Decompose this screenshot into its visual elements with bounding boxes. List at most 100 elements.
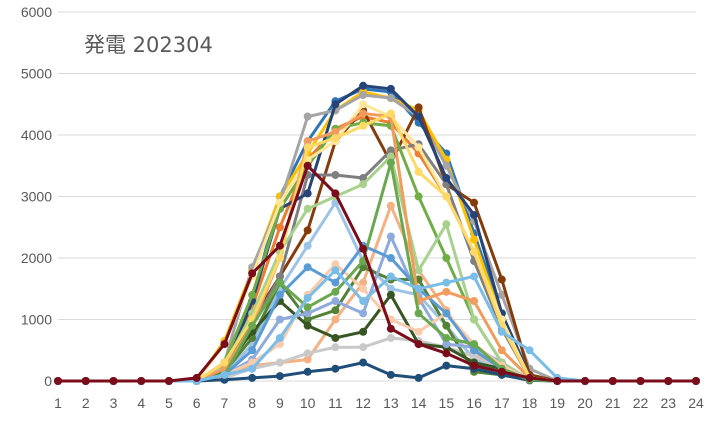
data-point — [248, 346, 257, 355]
x-tick-label: 22 — [633, 395, 649, 411]
data-point — [442, 220, 451, 229]
y-tick-label: 2000 — [21, 250, 52, 266]
x-tick-label: 17 — [494, 395, 510, 411]
data-point — [442, 349, 451, 358]
data-point — [331, 266, 340, 275]
data-point — [331, 287, 340, 296]
data-point — [359, 309, 368, 318]
data-point — [359, 81, 368, 90]
data-point — [470, 346, 479, 355]
x-tick-label: 16 — [466, 395, 482, 411]
data-point — [497, 327, 506, 336]
x-tick-label: 4 — [137, 395, 145, 411]
data-point — [497, 290, 506, 299]
data-point — [275, 278, 284, 287]
data-point — [164, 377, 173, 385]
data-point — [386, 370, 395, 379]
x-tick-label: 2 — [82, 395, 90, 411]
data-point — [81, 377, 90, 385]
data-point — [525, 373, 534, 382]
data-point — [470, 315, 479, 324]
data-point — [303, 161, 312, 170]
data-point — [386, 84, 395, 93]
data-point — [442, 287, 451, 296]
data-point — [275, 272, 284, 281]
data-point — [386, 232, 395, 241]
data-point — [386, 94, 395, 103]
data-point — [109, 377, 118, 385]
y-tick-label: 3000 — [21, 189, 52, 205]
data-point — [303, 137, 312, 146]
x-tick-label: 20 — [577, 395, 593, 411]
data-point — [442, 254, 451, 262]
x-tick-label: 6 — [193, 395, 201, 411]
data-point — [303, 263, 312, 272]
data-point — [359, 91, 368, 100]
x-tick-label: 9 — [276, 395, 284, 411]
x-tick-label: 19 — [550, 395, 566, 411]
data-point — [442, 309, 451, 318]
data-point — [664, 377, 673, 385]
data-point — [275, 333, 284, 342]
data-point — [331, 297, 340, 306]
data-point — [331, 134, 340, 143]
data-point — [386, 201, 395, 210]
y-axis-ticks: 0 1000 2000 3000 4000 5000 6000 — [21, 4, 52, 389]
data-point — [636, 377, 645, 385]
data-point — [303, 204, 312, 213]
data-point — [386, 333, 395, 342]
data-point — [303, 315, 312, 324]
data-point — [248, 321, 257, 330]
data-point — [359, 121, 368, 130]
data-point — [386, 290, 395, 299]
data-point — [275, 372, 284, 381]
data-point — [192, 373, 201, 382]
data-point — [54, 377, 62, 385]
y-tick-label: 6000 — [21, 4, 52, 20]
series-layer — [54, 81, 700, 385]
data-point — [386, 146, 395, 155]
data-point — [359, 100, 368, 109]
data-point — [331, 333, 340, 342]
data-point — [470, 352, 479, 361]
series-line — [56, 164, 698, 383]
x-tick-label: 12 — [355, 395, 371, 411]
x-tick-label: 3 — [110, 395, 118, 411]
data-point — [331, 127, 340, 136]
data-point — [692, 377, 700, 385]
data-point — [470, 210, 479, 219]
x-tick-label: 18 — [522, 395, 538, 411]
data-point — [275, 223, 284, 232]
data-point — [303, 355, 312, 364]
data-point — [275, 290, 284, 299]
data-point — [386, 109, 395, 118]
data-point — [442, 361, 451, 370]
data-point — [303, 321, 312, 330]
data-point — [414, 373, 423, 382]
data-point — [248, 269, 257, 278]
data-point — [414, 112, 423, 121]
data-point — [497, 346, 506, 355]
data-point — [303, 293, 312, 302]
data-point — [303, 241, 312, 250]
x-tick-label: 23 — [660, 395, 676, 411]
data-point — [331, 100, 340, 109]
data-point — [303, 143, 312, 152]
data-point — [442, 321, 451, 330]
data-point — [359, 343, 368, 352]
data-point — [581, 377, 590, 385]
data-point — [442, 161, 451, 170]
x-axis-ticks: 1 2 3 4 5 6 7 8 9 10 11 12 13 14 15 16 17 18 19 20 21 22 23 24 — [54, 395, 704, 411]
data-point — [414, 340, 423, 349]
data-point — [359, 109, 368, 118]
data-point — [442, 340, 451, 349]
data-point — [220, 340, 229, 349]
data-point — [414, 103, 423, 112]
data-point — [414, 266, 423, 275]
x-tick-label: 8 — [248, 395, 256, 411]
data-point — [470, 297, 479, 306]
data-point — [275, 241, 284, 250]
data-point — [331, 306, 340, 315]
data-point — [386, 272, 395, 281]
